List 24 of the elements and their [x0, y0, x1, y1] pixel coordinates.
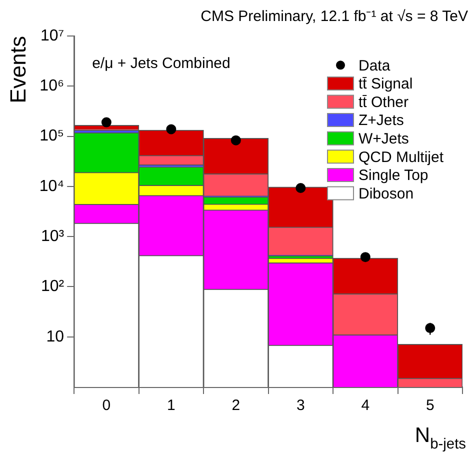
x-tick-label: 0	[102, 397, 111, 414]
legend-label: Single Top	[358, 167, 428, 184]
legend-label: tt̄ Signal	[358, 76, 413, 93]
x-tick-label: 1	[167, 397, 176, 414]
y-tick-label: 10⁶	[40, 78, 64, 95]
y-tick-label: 10⁴	[39, 178, 64, 195]
legend-label: Z+Jets	[358, 112, 404, 130]
legend-label: Data	[358, 57, 391, 74]
x-tick-label: 2	[232, 397, 240, 414]
y-tick-label: 10³	[40, 228, 65, 245]
y-tick-label: 10⁷	[40, 27, 64, 44]
legend-label: QCD Multijet	[358, 148, 444, 166]
legend-label: Diboson	[358, 185, 414, 202]
legend-label: W+Jets	[358, 130, 409, 148]
chart-title: CMS Preliminary, 12.1 fb⁻¹ at √s = 8 TeV	[200, 8, 468, 26]
annotation: e/μ + Jets Combined	[92, 55, 230, 72]
x-tick-label: 4	[361, 397, 370, 414]
x-tick-label: 5	[426, 397, 434, 414]
y-tick-label: 10²	[40, 278, 65, 296]
legend-label: tt̄ Other	[358, 94, 409, 111]
x-tick-label: 3	[296, 397, 305, 414]
y-tick-label: 10⁵	[40, 128, 64, 145]
y-tick-label: 10	[46, 328, 64, 346]
y-axis-title: Events	[5, 36, 30, 104]
